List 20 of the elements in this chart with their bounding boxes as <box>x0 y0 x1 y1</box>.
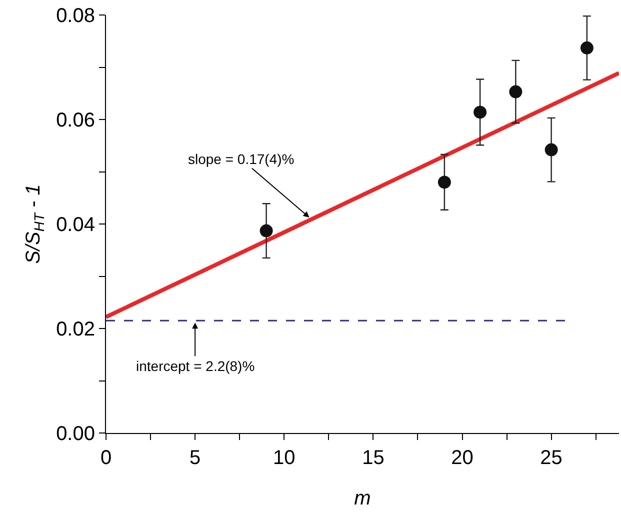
y-tick-label: 0.00 <box>56 423 95 445</box>
x-tick-label: 25 <box>540 447 562 469</box>
annotation: slope = 0.17(4)% <box>188 151 294 167</box>
y-tick-label: 0.06 <box>56 110 95 132</box>
point <box>509 85 522 98</box>
point <box>544 143 558 156</box>
point <box>580 41 594 54</box>
x-axis-title: m <box>354 488 371 510</box>
annotation: intercept = 2.2(8)% <box>136 358 255 374</box>
x-tick-label: 20 <box>451 447 474 469</box>
y-tick-label: 0.02 <box>56 318 95 340</box>
x-tick-label: 15 <box>362 447 384 469</box>
x-tick-label: 0 <box>100 447 112 469</box>
y-tick-label: 0.04 <box>56 214 95 236</box>
point <box>260 224 273 238</box>
y-tick-label: 0.08 <box>56 5 95 27</box>
x-tick-label: 10 <box>273 447 296 469</box>
x-tick-label: 5 <box>189 447 201 469</box>
point <box>474 106 487 119</box>
point <box>438 176 451 189</box>
